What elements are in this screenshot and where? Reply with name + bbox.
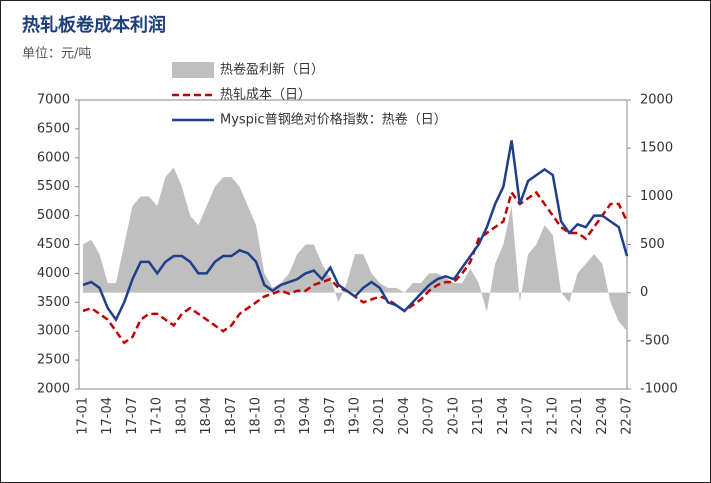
x-tick-label: 18-01 xyxy=(174,397,189,435)
y-tick-label: 2000 xyxy=(37,382,70,397)
y-tick-label: 2500 xyxy=(37,353,70,368)
x-tick-label: 17-07 xyxy=(125,397,140,435)
y-tick-label: 4500 xyxy=(37,237,70,252)
x-tick-label: 17-10 xyxy=(150,397,165,435)
x-tick-label: 20-04 xyxy=(397,397,412,435)
x-tick-label: 18-04 xyxy=(199,397,214,435)
x-tick-label: 18-10 xyxy=(249,397,264,435)
x-tick-label: 21-04 xyxy=(496,397,511,435)
y2-tick-label: -500 xyxy=(640,333,670,348)
chart-title: 热轧板卷成本利润 xyxy=(22,14,166,36)
y-tick-label: 3000 xyxy=(37,324,70,339)
x-tick-label: 17-04 xyxy=(100,397,115,435)
x-tick-label: 20-10 xyxy=(446,397,461,435)
x-tick-label: 22-04 xyxy=(595,397,610,435)
y2-tick-label: 2000 xyxy=(640,93,673,108)
x-tick-label: 22-07 xyxy=(620,397,635,435)
x-tick-label: 19-10 xyxy=(348,397,363,435)
legend-label: 热卷盈利新（日） xyxy=(220,62,324,78)
x-tick-label: 21-07 xyxy=(521,397,536,435)
y2-tick-label: 1000 xyxy=(640,189,673,204)
x-tick-label: 18-07 xyxy=(224,397,239,435)
x-tick-label: 20-07 xyxy=(422,397,437,435)
y-tick-label: 5000 xyxy=(37,208,70,223)
y2-tick-label: -1000 xyxy=(640,382,678,397)
y-tick-label: 5500 xyxy=(37,179,70,194)
y-tick-label: 7000 xyxy=(37,93,70,108)
y2-tick-label: 500 xyxy=(640,237,665,252)
legend-label: 热轧成本（日） xyxy=(220,88,311,103)
x-tick-label: 22-01 xyxy=(570,397,585,435)
x-tick-label: 17-01 xyxy=(76,397,91,435)
legend-swatch xyxy=(172,62,214,78)
x-tick-label: 19-04 xyxy=(298,397,313,435)
y2-tick-label: 1500 xyxy=(640,141,673,156)
area xyxy=(83,167,627,332)
x-tick-label: 19-01 xyxy=(273,397,288,435)
line xyxy=(82,140,629,323)
y-tick-label: 3500 xyxy=(37,295,70,310)
x-tick-label: 21-01 xyxy=(471,397,486,435)
legend-label: Myspic普钢绝对价格指数：热卷（日） xyxy=(220,112,447,128)
y-tick-label: 4000 xyxy=(37,266,70,281)
chart-subtitle: 单位：元/吨 xyxy=(22,47,91,62)
y-tick-label: 6500 xyxy=(37,121,70,136)
y2-tick-label: 0 xyxy=(640,285,648,300)
y-tick-label: 6000 xyxy=(37,150,70,165)
x-tick-label: 20-01 xyxy=(372,397,387,435)
x-tick-label: 21-10 xyxy=(545,397,560,435)
x-tick-label: 19-07 xyxy=(323,397,338,435)
